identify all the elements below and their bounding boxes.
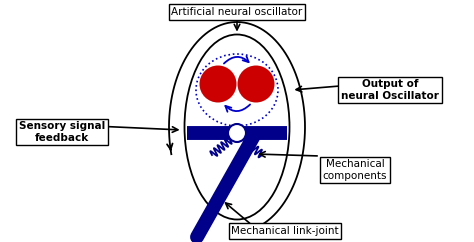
- Circle shape: [200, 66, 237, 103]
- Text: Artificial neural oscillator: Artificial neural oscillator: [172, 7, 302, 17]
- Text: Mechanical link-joint: Mechanical link-joint: [231, 226, 339, 236]
- Circle shape: [228, 124, 246, 142]
- Text: Sensory signal
feedback: Sensory signal feedback: [19, 121, 105, 143]
- Text: Mechanical
components: Mechanical components: [323, 159, 387, 181]
- Circle shape: [237, 66, 274, 103]
- Text: Output of
neural Oscillator: Output of neural Oscillator: [341, 79, 439, 101]
